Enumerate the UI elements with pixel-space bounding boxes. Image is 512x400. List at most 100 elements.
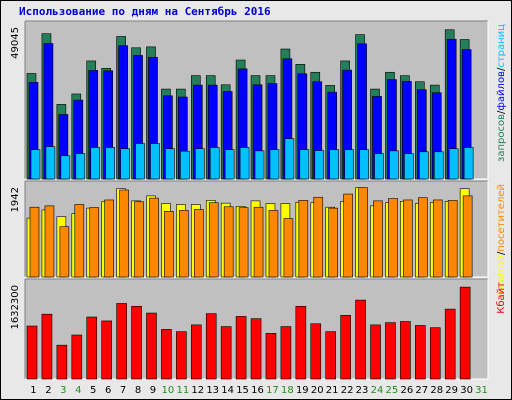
bar-kbytes-25 [385, 322, 396, 380]
x-tick-label-18: 18 [281, 385, 294, 396]
bar-kbytes-19 [295, 305, 307, 380]
bar-kbytes-12 [190, 324, 202, 380]
bar-pages-8 [135, 143, 145, 180]
bar-sites-15 [238, 207, 249, 278]
bar-sites-28 [432, 199, 443, 278]
bar-sites-11 [179, 210, 189, 278]
bar-kbytes-15 [235, 316, 247, 380]
bar-sites-13 [208, 202, 219, 278]
legend-hits-files-pages: запросов/файлов/страниц [496, 24, 507, 162]
bar-pages-10 [165, 148, 175, 180]
bar-kbytes-28 [429, 327, 441, 380]
bar-pages-27 [419, 151, 429, 180]
ymax-label-visits: 1942 [10, 187, 21, 212]
bar-pages-3 [60, 155, 71, 180]
bar-sites-17 [268, 210, 279, 278]
bar-sites-9 [149, 197, 159, 278]
bar-sites-2 [44, 205, 55, 278]
bar-pages-28 [433, 151, 444, 180]
bar-pages-13 [209, 147, 220, 180]
bar-pages-2 [45, 146, 56, 180]
bar-sites-19 [298, 200, 309, 278]
bar-sites-4 [74, 204, 85, 278]
bar-pages-24 [374, 153, 384, 180]
bar-sites-29 [447, 200, 458, 278]
legend-hits-files-pages-part-4: / [496, 67, 507, 71]
bar-kbytes-3 [56, 344, 68, 380]
x-tick-label-6: 6 [105, 385, 111, 396]
bar-sites-14 [223, 206, 234, 278]
bar-kbytes-30 [459, 286, 471, 380]
x-tick-label-10: 10 [162, 385, 175, 396]
bar-kbytes-17 [265, 333, 277, 380]
bar-sites-26 [403, 199, 413, 278]
bar-sites-1 [29, 206, 40, 278]
x-tick-label-9: 9 [150, 385, 156, 396]
bar-sites-10 [164, 210, 174, 278]
bar-sites-23 [358, 187, 368, 278]
bar-sites-6 [104, 199, 114, 278]
bar-kbytes-9 [146, 312, 157, 380]
x-tick-label-20: 20 [311, 385, 324, 396]
x-tick-label-24: 24 [371, 385, 384, 396]
legend-kbytes-part-1: Кбайт [496, 282, 507, 314]
legend-hits-files-pages-part-5: страниц [496, 24, 507, 68]
bar-pages-11 [180, 150, 190, 180]
x-tick-label-14: 14 [221, 385, 234, 396]
bar-kbytes-26 [400, 321, 411, 380]
bar-pages-17 [269, 149, 280, 180]
bar-kbytes-18 [280, 326, 292, 380]
bar-pages-12 [194, 148, 205, 180]
bar-kbytes-29 [444, 308, 456, 380]
x-tick-label-27: 27 [415, 385, 428, 396]
x-tick-label-16: 16 [251, 385, 264, 396]
bar-sites-3 [59, 226, 70, 278]
x-tick-label-26: 26 [400, 385, 413, 396]
x-tick-label-12: 12 [191, 385, 204, 396]
bar-sites-5 [89, 207, 100, 278]
bar-pages-15 [239, 147, 250, 180]
bar-pages-6 [105, 147, 115, 180]
bar-sites-24 [373, 200, 383, 278]
chart-title: Использование по дням на Сентябрь 2016 [19, 5, 271, 18]
bar-kbytes-1 [26, 325, 38, 380]
x-tick-label-31: 31 [475, 385, 488, 396]
ymax-label-kbytes: 1632300 [10, 285, 21, 330]
x-tick-label-13: 13 [206, 385, 219, 396]
bar-kbytes-2 [41, 313, 53, 380]
bar-kbytes-4 [71, 334, 83, 380]
bar-sites-8 [134, 201, 144, 278]
legend-visits-sites-part-3: посетителей [496, 184, 507, 252]
bar-kbytes-5 [86, 316, 98, 380]
bar-sites-20 [313, 196, 324, 278]
bar-sites-25 [388, 198, 398, 278]
x-tick-label-17: 17 [266, 385, 279, 396]
legend-visits-sites-part-2: / [496, 251, 507, 255]
bar-pages-30 [463, 147, 474, 180]
bar-kbytes-7 [116, 303, 127, 380]
x-tick-label-15: 15 [236, 385, 249, 396]
bar-pages-19 [299, 149, 310, 180]
bar-kbytes-13 [205, 313, 217, 380]
bar-pages-16 [254, 150, 265, 180]
bar-sites-21 [328, 207, 339, 278]
bar-kbytes-21 [325, 331, 337, 380]
bar-kbytes-8 [131, 305, 142, 380]
bar-kbytes-23 [355, 299, 366, 380]
bar-pages-29 [448, 148, 459, 180]
legend-visits-sites: визитов/посетителей [496, 184, 507, 297]
bar-sites-22 [343, 193, 353, 278]
legend-hits-files-pages-part-1: запросов [496, 114, 507, 162]
bar-pages-5 [90, 147, 101, 180]
ymax-label-hits: 49045 [10, 27, 21, 59]
bar-pages-4 [75, 153, 86, 180]
bar-pages-23 [359, 149, 369, 180]
bar-kbytes-16 [250, 318, 262, 380]
x-tick-label-3: 3 [60, 385, 66, 396]
x-tick-label-28: 28 [430, 385, 443, 396]
x-tick-label-1: 1 [30, 385, 36, 396]
bar-sites-18 [283, 218, 294, 278]
x-tick-label-30: 30 [460, 385, 473, 396]
legend-visits-sites-part-1: визитов [496, 255, 507, 297]
